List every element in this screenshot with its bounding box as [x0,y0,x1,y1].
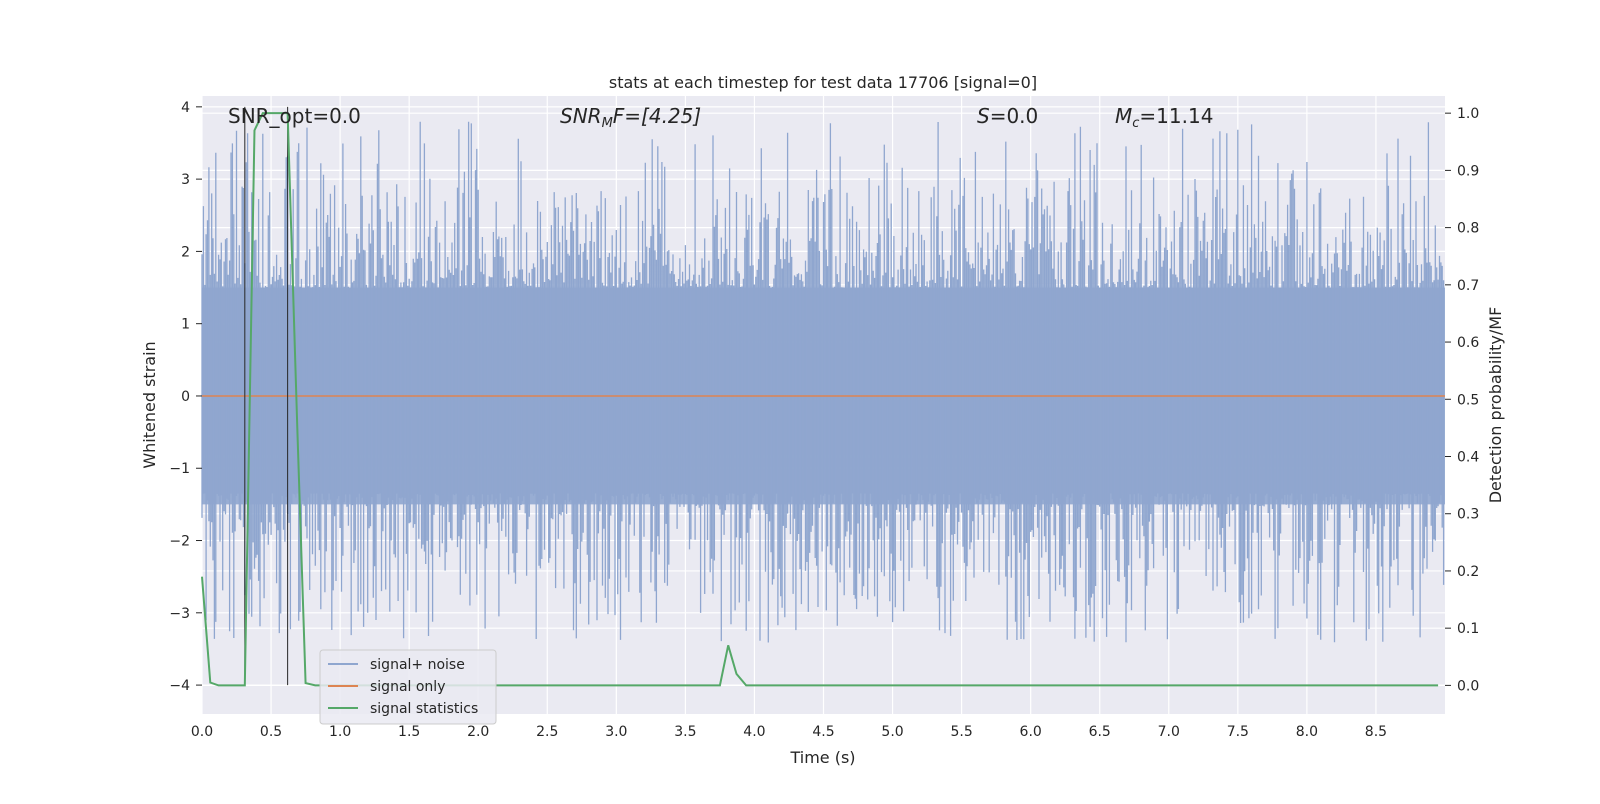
y-tick-label: −2 [169,534,190,550]
chart-title: stats at each timestep for test data 177… [609,73,1037,92]
x-tick-label: 5.5 [950,724,972,740]
annotation-mc: Mc=11.14 [1115,104,1213,131]
x-tick-label: 6.0 [1020,724,1042,740]
mc-base: M [1115,104,1132,128]
annotation-snr-mf: SNRMF=[4.25] [560,104,701,131]
mc-sub: c [1132,116,1139,131]
y-tick-label: −1 [169,461,190,477]
noise-series-path [201,121,1445,643]
legend-label-noise: signal+ noise [370,657,465,673]
y2-tick-label: 0.8 [1457,221,1479,237]
s-value: =0.0 [990,104,1039,128]
x-tick-label: 2.0 [467,724,489,740]
annotation-snr-opt: SNR_opt=0.0 [228,104,361,128]
x-tick-label: 4.0 [743,724,765,740]
y-axis-label: Whitened strain [140,341,159,468]
x-tick-label: 7.0 [1158,724,1180,740]
x-tick-label: 7.5 [1227,724,1249,740]
y-tick-label: 0 [181,389,190,405]
y2-tick-label: 0.3 [1457,507,1479,523]
y2-tick-label: 1.0 [1457,106,1479,122]
x-tick-label: 1.5 [398,724,420,740]
y-tick-label: −4 [169,678,190,694]
x-tick-label: 0.5 [260,724,282,740]
legend-label-stats: signal statistics [370,701,478,717]
annotation-s: S=0.0 [977,104,1038,128]
snr-mf-sub: M [602,116,613,131]
y2-tick-label: 0.0 [1457,678,1479,694]
x-tick-label: 0.0 [191,724,213,740]
y2-tick-label: 0.5 [1457,392,1479,408]
y-tick-label: 2 [181,244,190,260]
y2-tick-label: 0.1 [1457,621,1479,637]
legend-label-signal: signal only [370,679,445,695]
y2-tick-label: 0.6 [1457,335,1479,351]
y2-tick-label: 0.7 [1457,278,1479,294]
y2-axis-label: Detection probability/MF [1486,307,1505,504]
y2-tick-label: 0.9 [1457,163,1479,179]
y-tick-label: 1 [181,317,190,333]
x-tick-label: 3.5 [674,724,696,740]
mc-value: =11.14 [1139,104,1213,128]
x-tick-label: 3.0 [605,724,627,740]
x-tick-label: 4.5 [812,724,834,740]
tick-labels: 0.0 0.5 1.0 1.5 2.0 2.5 3.0 3.5 4.0 4.5 5.0 5.5 6.0 6… [169,100,1479,740]
legend: signal+ noise signal only signal statist… [319,649,497,725]
x-tick-label: 2.5 [536,724,558,740]
x-tick-label: 8.0 [1296,724,1318,740]
s-label: S [977,104,990,128]
x-tick-label: 6.5 [1089,724,1111,740]
snr-mf-base: SNR [560,104,602,128]
legend-box [319,649,497,725]
x-axis-label: Time (s) [789,748,855,767]
y2-tick-label: 0.4 [1457,450,1479,466]
snr-mf-rest: F=[4.25] [613,104,701,128]
x-tick-label: 8.5 [1365,724,1387,740]
y-tick-label: 3 [181,172,190,188]
x-tick-label: 5.0 [881,724,903,740]
y-tick-label: −3 [169,606,190,622]
y-tick-label: 4 [181,100,190,116]
y2-tick-label: 0.2 [1457,564,1479,580]
x-tick-label: 1.0 [329,724,351,740]
